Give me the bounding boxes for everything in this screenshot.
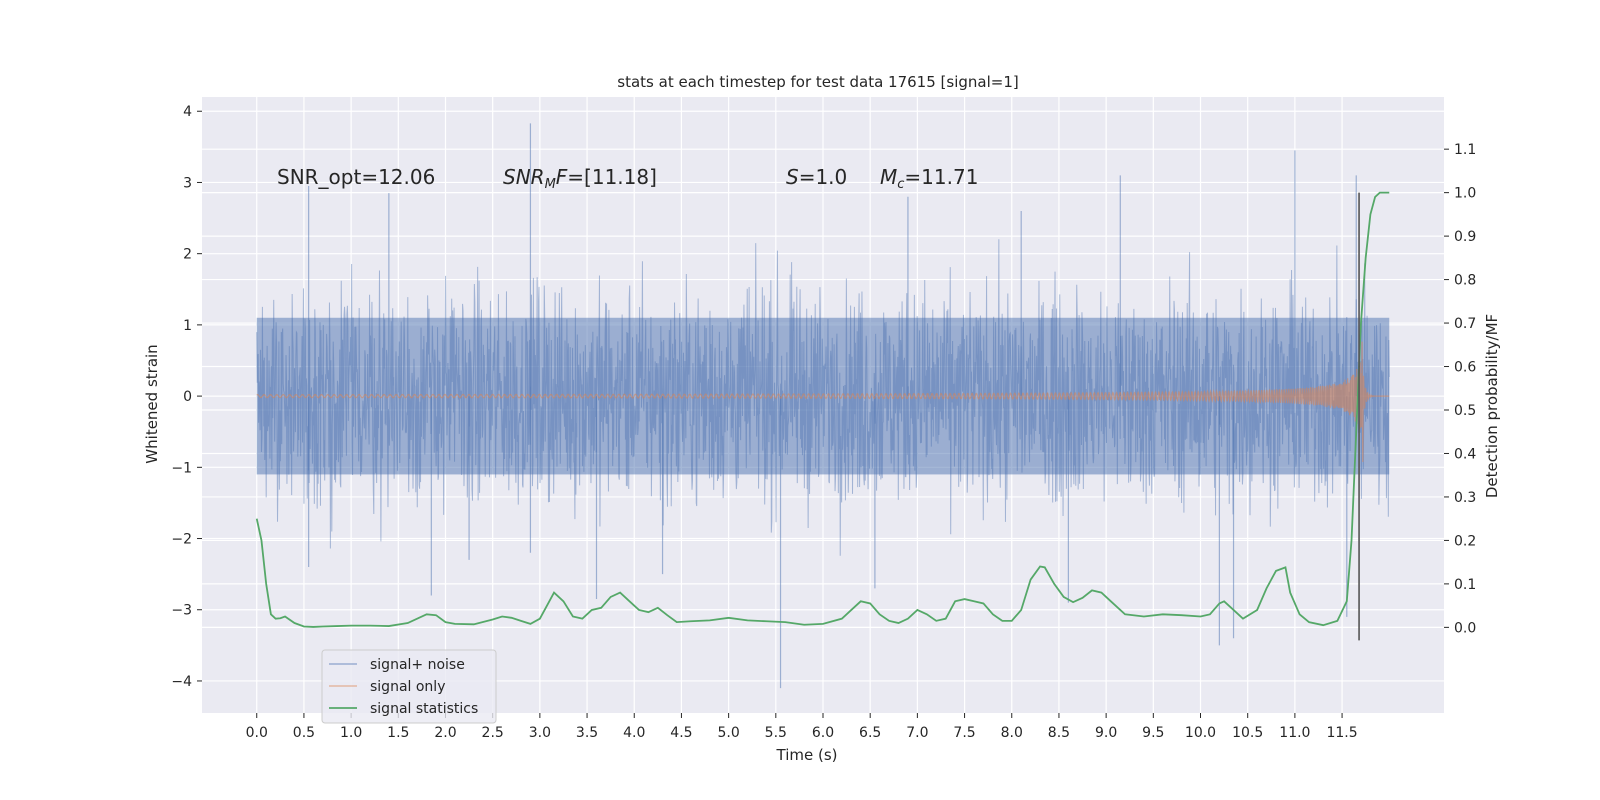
y-left-tick-label: 4: [183, 104, 192, 120]
annotation-s-main: S: [786, 165, 799, 189]
x-tick-label: 10.0: [1185, 725, 1216, 741]
x-tick-label: 4.0: [623, 725, 645, 741]
y-right-tick-label: 0.6: [1454, 360, 1476, 376]
annotation-snr-mf-main: SNR: [503, 165, 545, 189]
y-right-tick-label: 0.8: [1454, 273, 1476, 289]
x-tick-label: 1.0: [340, 725, 362, 741]
y-right-tick-label: 1.0: [1454, 186, 1476, 202]
y-left-tick-label: −4: [171, 674, 192, 690]
chart-title: stats at each timestep for test data 176…: [617, 73, 1018, 91]
y-axis-left: −4 −3 −2 −1 0 1 2 3 4: [171, 104, 202, 690]
series-signal-only: [256, 341, 1390, 462]
annotation-snr-mf-value: =[11.18]: [567, 165, 657, 189]
legend-label-signal-noise: signal+ noise: [370, 657, 465, 673]
legend-label-signal-only: signal only: [370, 679, 445, 695]
x-tick-label: 8.5: [1048, 725, 1070, 741]
x-tick-label: 6.5: [859, 725, 881, 741]
y-right-tick-label: 0.7: [1454, 316, 1476, 332]
y-right-tick-label: 0.9: [1454, 229, 1476, 245]
legend-label-signal-statistics: signal statistics: [370, 701, 478, 717]
x-tick-label: 7.5: [953, 725, 975, 741]
annotation-snr-mf-sub: M: [545, 177, 556, 192]
legend-box: [321, 649, 497, 724]
y-right-tick-label: 1.1: [1454, 142, 1476, 158]
x-tick-label: 11.5: [1326, 725, 1357, 741]
annotation-s: S=1.0: [786, 165, 847, 189]
x-tick-label: 10.5: [1232, 725, 1263, 741]
annotation-snr-mf: SNRMF=[11.18]: [503, 165, 657, 192]
x-axis-label: Time (s): [776, 746, 838, 764]
y-left-tick-label: −1: [171, 460, 192, 476]
y-right-tick-label: 0.4: [1454, 446, 1476, 462]
x-tick-label: 0.0: [246, 725, 268, 741]
x-axis: 0.0 0.5 1.0 1.5 2.0 2.5 3.0 3.5 4.0 4.5 5.0 5.5 6.0 6…: [246, 713, 1358, 741]
y-right-tick-label: 0.0: [1454, 620, 1476, 636]
y-left-tick-label: 0: [183, 389, 192, 405]
data-layer: [255, 123, 1390, 689]
x-tick-label: 0.5: [293, 725, 315, 741]
annotation-mc-sub: c: [897, 177, 904, 192]
y-right-tick-label: 0.1: [1454, 577, 1476, 593]
x-tick-label: 5.5: [765, 725, 787, 741]
legend: signal+ noise signal only signal statist…: [321, 649, 497, 724]
x-tick-label: 1.5: [387, 725, 409, 741]
x-tick-label: 6.0: [812, 725, 834, 741]
y-axis-left-label: Whitened strain: [143, 344, 161, 463]
x-tick-label: 3.0: [529, 725, 551, 741]
series-signal-statistics: [255, 191, 1390, 628]
y-right-tick-label: 0.5: [1454, 403, 1476, 419]
y-left-tick-label: 3: [183, 175, 192, 191]
y-left-tick-label: 2: [183, 247, 192, 263]
y-right-tick-label: 0.2: [1454, 533, 1476, 549]
y-axis-right: 0.0 0.1 0.2 0.3 0.4 0.5 0.6 0.7 0.8 0.9 1.0 1.1: [1444, 142, 1476, 636]
x-tick-label: 7.0: [906, 725, 928, 741]
x-tick-label: 5.0: [717, 725, 739, 741]
x-tick-label: 9.5: [1142, 725, 1164, 741]
annotation-mc-value: =11.71: [904, 165, 978, 189]
x-tick-label: 2.5: [482, 725, 504, 741]
y-left-tick-label: 1: [183, 318, 192, 334]
y-left-tick-label: −2: [171, 532, 192, 548]
y-right-tick-label: 0.3: [1454, 490, 1476, 506]
y-axis-right-label: Detection probability/MF: [1483, 314, 1501, 498]
annotation-mc-main: M: [880, 165, 897, 189]
y-left-tick-label: −3: [171, 603, 192, 619]
annotation-s-value: =1.0: [799, 165, 848, 189]
annotation-snr-mf-rest-italic: F: [556, 165, 568, 189]
x-tick-label: 2.0: [434, 725, 456, 741]
annotation-mc: Mc=11.71: [880, 165, 978, 192]
x-tick-label: 9.0: [1095, 725, 1117, 741]
x-tick-label: 4.5: [670, 725, 692, 741]
annotation-snr-opt: SNR_opt=12.06: [277, 165, 435, 189]
x-tick-label: 3.5: [576, 725, 598, 741]
x-tick-label: 8.0: [1001, 725, 1023, 741]
x-tick-label: 11.0: [1279, 725, 1310, 741]
